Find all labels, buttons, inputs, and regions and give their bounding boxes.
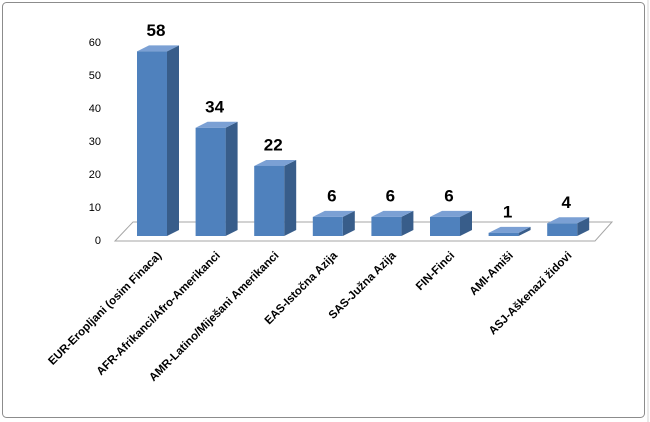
bar-side — [225, 121, 238, 236]
y-tick-label: 20 — [89, 169, 101, 181]
value-label: 6 — [444, 186, 453, 205]
bar-side — [284, 159, 297, 236]
bar — [137, 51, 167, 236]
y-tick-label: 30 — [89, 136, 101, 148]
bar — [430, 216, 460, 236]
value-label: 22 — [264, 135, 283, 154]
bar-side — [460, 210, 472, 236]
bar — [547, 223, 578, 236]
bar — [254, 165, 285, 236]
bar-top — [488, 226, 531, 233]
value-label: 34 — [205, 97, 224, 116]
bar-top — [254, 159, 297, 166]
bar — [488, 232, 519, 236]
y-tick-label: 50 — [89, 70, 101, 82]
bar-side — [518, 226, 531, 236]
bar-side — [342, 210, 355, 236]
bar-top — [547, 217, 590, 224]
value-label: 58 — [147, 21, 166, 40]
y-tick-label: 0 — [95, 235, 101, 247]
bar-side — [167, 45, 179, 236]
bar-top — [137, 45, 179, 52]
bar — [195, 127, 226, 236]
y-tick-label: 40 — [89, 103, 101, 115]
value-label: 6 — [327, 186, 336, 205]
bar-top — [312, 210, 355, 217]
value-label: 1 — [503, 202, 512, 221]
bar-top — [371, 210, 414, 217]
bar-side — [401, 210, 414, 236]
bar-top — [430, 210, 472, 217]
bar-side — [577, 217, 590, 236]
y-tick-label: 10 — [89, 202, 101, 214]
value-label: 4 — [561, 193, 571, 212]
value-label: 6 — [386, 186, 395, 205]
bar — [371, 216, 402, 236]
y-tick-label: 60 — [89, 37, 101, 49]
bar-top — [195, 121, 238, 128]
bar — [312, 216, 343, 236]
floor — [113, 221, 614, 242]
